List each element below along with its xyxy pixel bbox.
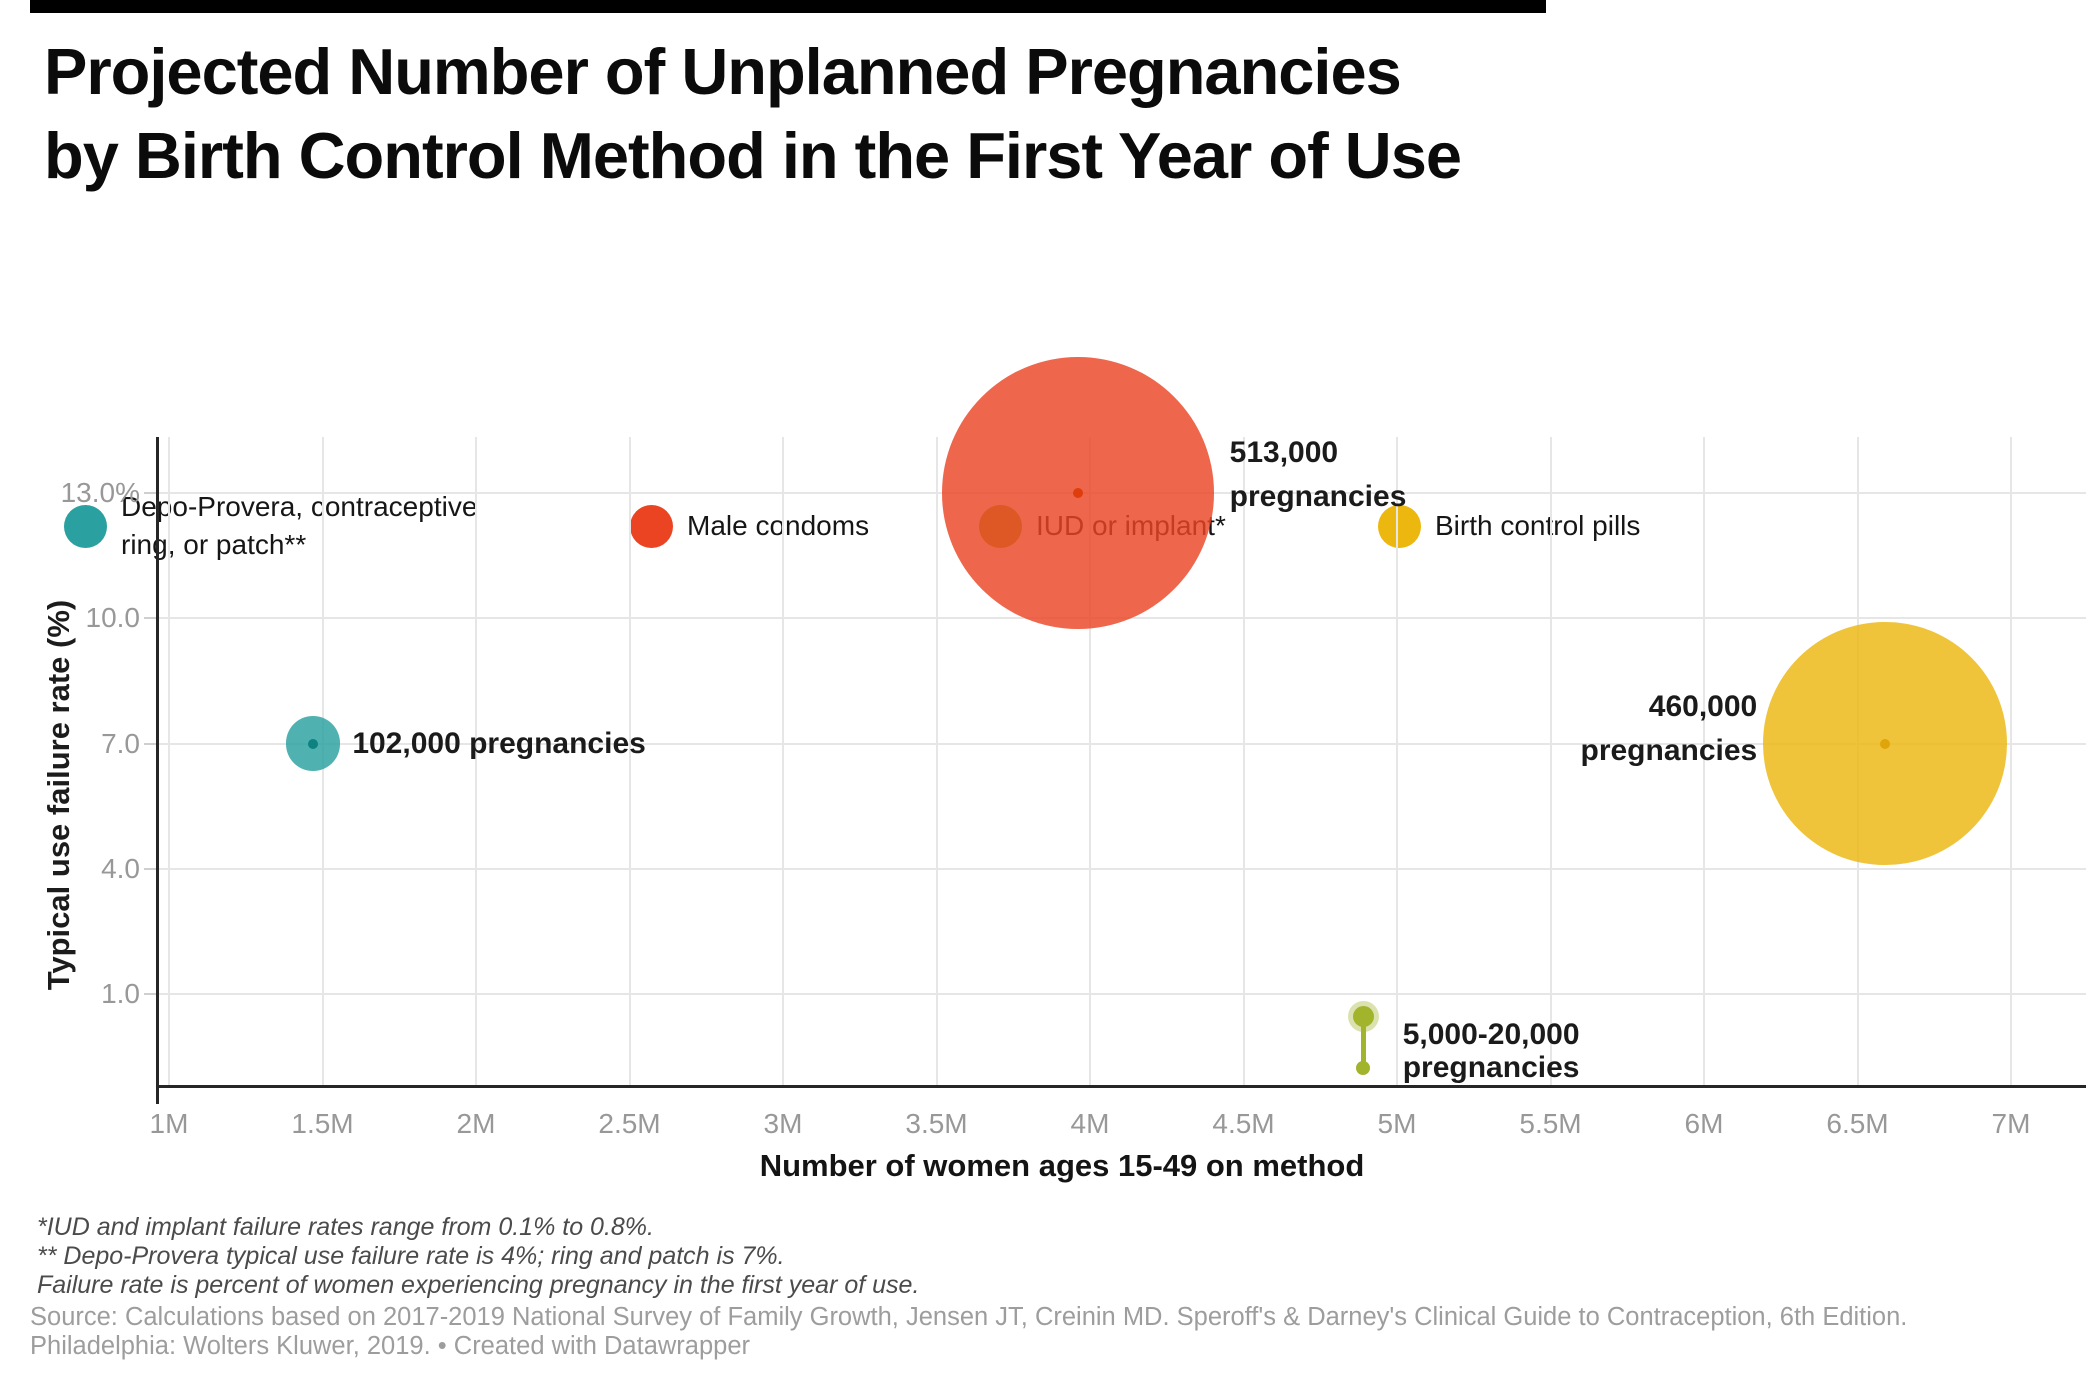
y-tick-mark: [144, 742, 157, 745]
legend-dot-depo_ring_patch: [64, 504, 107, 548]
footnotes: *IUD and implant failure rates range fro…: [37, 1213, 919, 1300]
legend-label: Birth control pills: [1435, 510, 1641, 541]
bubble-center-dot-male_condoms: [1072, 488, 1083, 498]
x-gridline: [1703, 437, 1705, 1086]
y-tick-label: 13.0%: [60, 477, 140, 508]
x-tick-label: 4.5M: [1212, 1108, 1275, 1139]
x-tick-label: 4M: [1070, 1108, 1110, 1139]
footnote-line-2: ** Depo-Provera typical use failure rate…: [37, 1242, 785, 1270]
legend-item-depo_ring_patch: Depo-Provera, contraceptive ring, or pat…: [64, 486, 477, 566]
x-axis-line: [157, 1085, 2086, 1088]
legend-item-male_condoms: Male condoms: [630, 486, 869, 566]
y-gridline: [157, 993, 2086, 995]
x-tick-label: 3M: [763, 1108, 803, 1139]
range-top-dot-iud_implant: [1352, 1006, 1374, 1028]
x-tick-label: 6M: [1684, 1108, 1724, 1139]
bubble-label-iud_implant: 5,000-20,000 pregnancies: [1402, 1017, 1580, 1084]
y-tick-label: 10.0: [85, 602, 141, 634]
legend-item-birth_control_pills: Birth control pills: [1378, 486, 1640, 566]
legend-label: Depo-Provera, contraceptive ring, or pat…: [121, 491, 478, 560]
top-accent-bar: [30, 0, 1546, 13]
footnote-line-3: Failure rate is percent of women experie…: [37, 1271, 920, 1299]
x-tick-label: 2M: [456, 1108, 496, 1139]
bubble-center-dot-birth_control_pills: [1880, 738, 1891, 749]
bubble-label-male_condoms: 513,000 pregnancies: [1229, 436, 1407, 513]
y-tick-label: 4.0: [101, 852, 140, 884]
x-tick-label: 5M: [1377, 1108, 1417, 1139]
x-tick-label: 3.5M: [905, 1108, 968, 1139]
x-gridline: [475, 437, 477, 1086]
x-tick-label: 7M: [1991, 1108, 2031, 1139]
legend-dot-male_condoms: [630, 504, 673, 548]
y-axis-line: [156, 437, 159, 1104]
range-bottom-dot-iud_implant: [1356, 1060, 1371, 1075]
x-tick-label: 2.5M: [598, 1108, 661, 1139]
x-gridline: [1549, 437, 1552, 1086]
bubble-center-dot-depo_ring_patch: [308, 738, 319, 749]
x-gridline: [168, 437, 170, 1086]
y-tick-mark: [144, 492, 157, 494]
title-line-2: by Birth Control Method in the First Yea…: [44, 119, 1462, 192]
x-axis-title: Number of women ages 15-49 on method: [759, 1148, 1365, 1183]
x-gridline: [1089, 437, 1091, 1086]
chart-title: Projected Number of Unplanned Pregnancie…: [44, 30, 1944, 198]
x-gridline: [782, 437, 784, 1086]
y-tick-label: 1.0: [101, 978, 140, 1009]
x-tick-label: 1M: [149, 1108, 189, 1139]
x-tick-label: 1.5M: [291, 1108, 354, 1139]
x-gridline: [628, 437, 631, 1086]
source-text: Source: Calculations based on 2017-2019 …: [30, 1303, 1908, 1360]
y-tick-mark: [144, 993, 157, 995]
y-tick-mark: [144, 867, 157, 870]
x-tick-label: 6.5M: [1826, 1108, 1889, 1139]
title-line-1: Projected Number of Unplanned Pregnancie…: [44, 35, 1402, 108]
legend-dot-birth_control_pills: [1378, 504, 1421, 548]
y-gridline: [157, 742, 2086, 745]
y-tick-mark: [144, 617, 157, 620]
legend-label: Male condoms: [687, 510, 870, 541]
x-gridline: [2010, 437, 2012, 1086]
y-gridline: [157, 867, 2086, 870]
x-gridline: [1396, 437, 1398, 1086]
x-gridline: [1242, 437, 1245, 1086]
range-stem-iud_implant: [1360, 1016, 1366, 1068]
footnote-line-1: *IUD and implant failure rates range fro…: [37, 1213, 654, 1241]
y-tick-label: 7.0: [101, 727, 140, 759]
x-tick-label: 5.5M: [1519, 1108, 1582, 1139]
bubble-label-birth_control_pills: 460,000 pregnancies: [1580, 689, 1758, 767]
bubble-label-depo_ring_patch: 102,000 pregnancies: [352, 726, 646, 760]
x-gridline: [935, 437, 938, 1086]
y-axis-title: Typical use failure rate (%): [41, 599, 76, 991]
